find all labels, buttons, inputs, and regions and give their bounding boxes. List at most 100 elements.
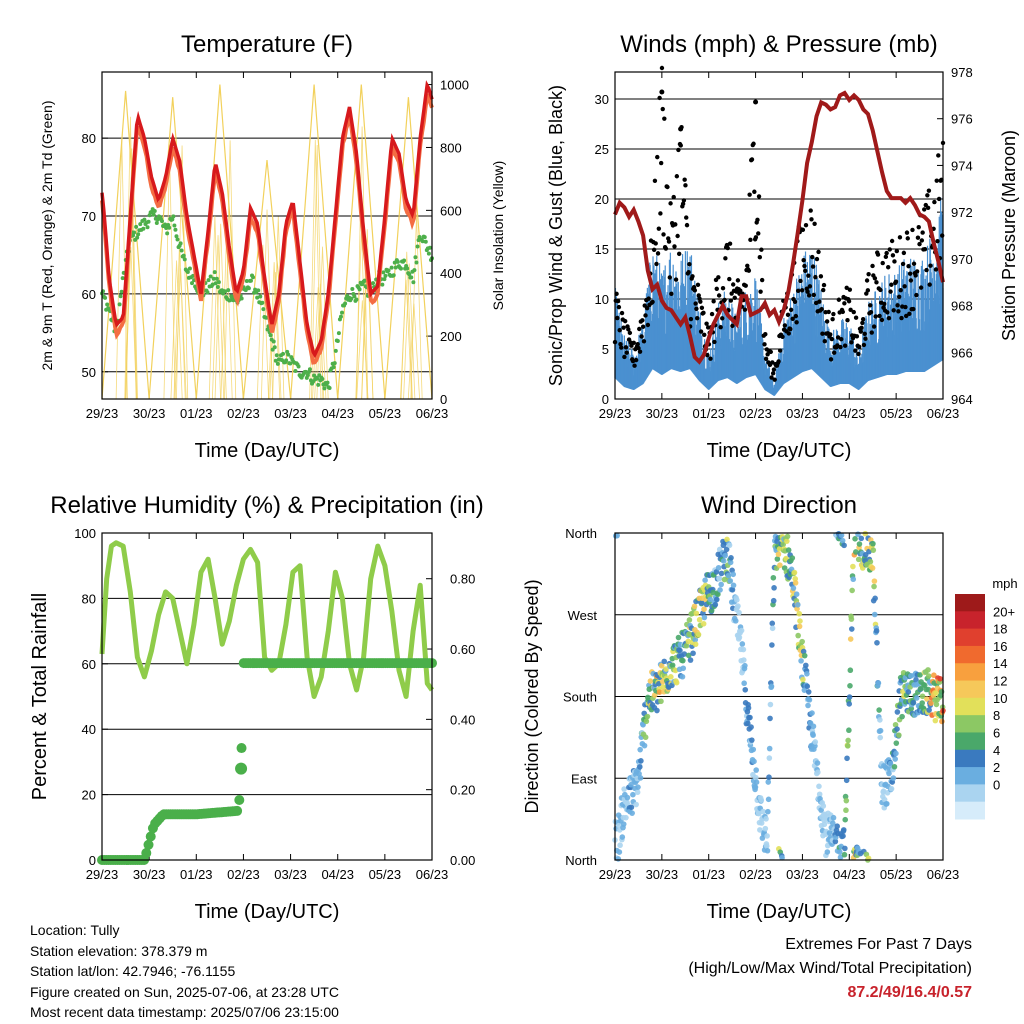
direction-point [838,532,845,539]
direction-point [785,547,792,553]
direction-point [727,578,734,584]
gust-point [926,188,932,193]
gust-point [818,274,824,279]
gust-point [684,215,689,220]
y-axis-label: Sonic/Prop Wind & Gust (Blue, Black) [546,85,566,386]
gust-point [619,345,624,350]
x-tick-label: 01/23 [692,867,725,882]
gust-point [910,227,915,233]
direction-point [931,672,937,679]
y-right-tick-label: 976 [951,112,973,127]
gust-point [908,278,914,283]
gust-point [705,325,711,330]
gust-point [690,274,695,279]
dewpoint-point [212,270,217,275]
direction-point [890,775,897,781]
y-axis-label: Direction (Colored By Speed) [522,579,542,813]
dewpoint-point [261,307,266,312]
dewpoint-point [205,290,210,295]
gust-point [849,340,854,345]
dewpoint-point [265,327,270,332]
gust-point [751,141,756,146]
direction-point [816,783,822,790]
gust-point [758,289,763,294]
gust-point [619,310,625,316]
dewpoint-point [255,295,260,300]
direction-point [913,695,920,701]
direction-point [891,763,898,770]
dewpoint-point [343,301,348,306]
dewpoint-point [382,277,387,282]
dewpoint-point [258,294,263,299]
direction-point [794,601,801,608]
direction-point [892,756,899,762]
direction-point [871,583,877,590]
gust-point [888,289,893,294]
direction-point [749,737,755,743]
gust-point [803,222,809,228]
gust-point [658,211,663,216]
gust-peak-point [678,126,684,132]
dewpoint-point [134,224,139,229]
y-tick-label: South [563,690,597,705]
dewpoint-point [316,382,321,387]
direction-point [847,636,854,642]
direction-point [614,532,620,539]
y-tick-label: 100 [74,526,96,541]
direction-point [886,770,892,777]
direction-point [638,758,644,764]
direction-point [793,591,800,597]
direction-point [637,764,643,770]
direction-point [769,620,776,627]
direction-point [629,810,635,816]
gust-point [800,227,806,233]
direction-point [919,700,926,706]
direction-point [620,821,627,827]
gust-point [616,304,622,310]
x-tick-label: 05/23 [369,867,402,882]
gust-point [663,246,669,251]
gust-point [790,316,795,321]
direction-point [755,810,762,817]
gust-point [626,327,631,332]
direction-point [624,794,631,801]
gust-point [671,194,676,200]
gust-point [756,231,761,236]
direction-point [765,808,771,815]
dewpoint-point [154,220,159,225]
x-tick-label: 06/23 [927,867,960,882]
gust-point [884,250,889,256]
gust-point [705,352,710,358]
colorbar-label: 20+ [993,604,1015,619]
direction-point [768,683,775,690]
direction-point [777,562,783,569]
gust-point [651,247,657,252]
gust-peak-point [753,99,759,105]
direction-point [616,849,623,855]
direction-point [763,843,770,849]
direction-point [919,693,926,700]
temperature-chart: Temperature (F) 29/23 30/23 01/23 02/23 03/23… [39,31,506,462]
y-right-tick-label: 0.00 [450,853,475,868]
dewpoint-point [407,272,412,277]
direction-point [628,781,634,788]
dewpoint-point [320,377,325,382]
direction-point [726,542,733,549]
x-tick-label: 06/23 [927,406,960,421]
colorbar: mph 20+ 18 16 14 12 10 8 6 4 2 0 [955,576,1018,820]
solar-spike [400,251,413,400]
direction-point [877,727,884,734]
direction-point [715,591,721,598]
dewpoint-point [146,219,151,224]
gust-point [870,263,875,269]
dewpoint-point [215,285,220,290]
gust-point [842,301,847,306]
direction-point [637,775,644,781]
direction-point [810,732,816,739]
dewpoint-point [286,352,291,357]
latlon-text: Station lat/lon: 42.7946; -76.1155 [30,963,236,979]
direction-point [821,821,828,828]
precip-point [145,831,156,842]
x-tick-label: 29/23 [599,867,632,882]
gust-point [916,224,921,230]
